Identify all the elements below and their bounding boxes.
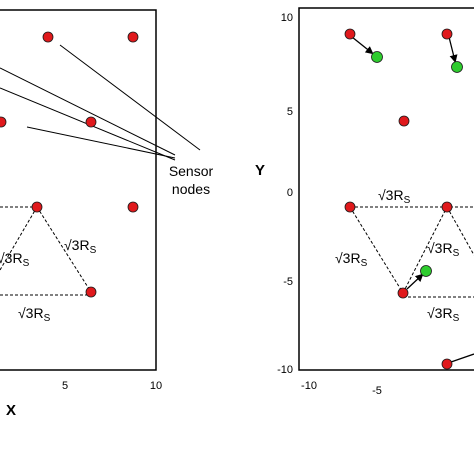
sensor-node — [31, 201, 43, 213]
left-sensor-nodes — [0, 31, 139, 298]
distance-label: √3RS — [335, 250, 368, 269]
moved-node — [451, 61, 463, 73]
annotation-text: Sensor — [169, 163, 214, 179]
dashed-edge — [402, 206, 448, 294]
sensor-node — [441, 201, 453, 213]
sensor-node — [42, 31, 54, 43]
pointer-line — [59, 44, 201, 151]
right-panel: Y 10 5 0 -5 -10 -10 -5 — [255, 7, 474, 397]
sensor-node — [127, 31, 139, 43]
dashed-edge — [0, 206, 38, 271]
distance-label: √3RS — [18, 305, 51, 324]
moved-node — [420, 265, 432, 277]
right-dashed-triangles — [349, 206, 474, 298]
y-tick-label: 10 — [281, 12, 293, 24]
right-sensor-nodes — [344, 28, 453, 370]
distance-label: √3RS — [64, 237, 97, 256]
sensor-node — [441, 28, 453, 40]
sensor-node — [85, 116, 97, 128]
dashed-edge — [349, 206, 404, 294]
y-axis-title: Y — [255, 162, 265, 179]
annotation-text: nodes — [172, 181, 210, 197]
sensor-node — [397, 287, 409, 299]
distance-label: √3RS — [0, 250, 30, 269]
right-plot-frame — [298, 7, 474, 371]
sensor-node — [0, 116, 7, 128]
movement-arrows — [351, 36, 474, 363]
sensor-node — [127, 201, 139, 213]
y-tick-label: 5 — [287, 106, 293, 118]
distance-label: √3RS — [427, 305, 460, 324]
y-tick-label: -5 — [283, 276, 293, 288]
y-tick-label: -10 — [277, 364, 293, 376]
sensor-node — [344, 28, 356, 40]
sensor-nodes-annotation: Sensor nodes — [169, 163, 214, 197]
move-arrow — [406, 273, 424, 290]
sensor-node — [441, 358, 453, 370]
pointer-line — [0, 67, 176, 156]
annotation-pointer-lines — [0, 44, 201, 161]
sensor-node — [398, 115, 410, 127]
x-tick-label: -10 — [301, 380, 317, 392]
distance-label: √3RS — [427, 240, 460, 259]
y-tick-label: 0 — [287, 187, 293, 199]
x-tick-label: 10 — [150, 380, 162, 392]
moved-sensor-nodes — [371, 51, 463, 277]
move-arrow — [450, 353, 474, 363]
x-tick-label: -5 — [372, 385, 382, 397]
dashed-edge — [446, 206, 474, 256]
move-arrow — [351, 36, 374, 55]
left-panel: √3RS √3RS √3RS 5 10 X — [0, 9, 201, 419]
sensor-node — [344, 201, 356, 213]
dashed-edge — [36, 206, 92, 293]
x-tick-label: 5 — [62, 380, 68, 392]
move-arrow — [448, 36, 458, 63]
sensor-node — [85, 286, 97, 298]
x-axis-title: X — [6, 402, 16, 419]
pointer-line — [26, 126, 176, 159]
left-dashed-triangle — [0, 206, 92, 296]
moved-node — [371, 51, 383, 63]
distance-label: √3RS — [378, 187, 411, 206]
left-plot-frame — [0, 9, 157, 371]
